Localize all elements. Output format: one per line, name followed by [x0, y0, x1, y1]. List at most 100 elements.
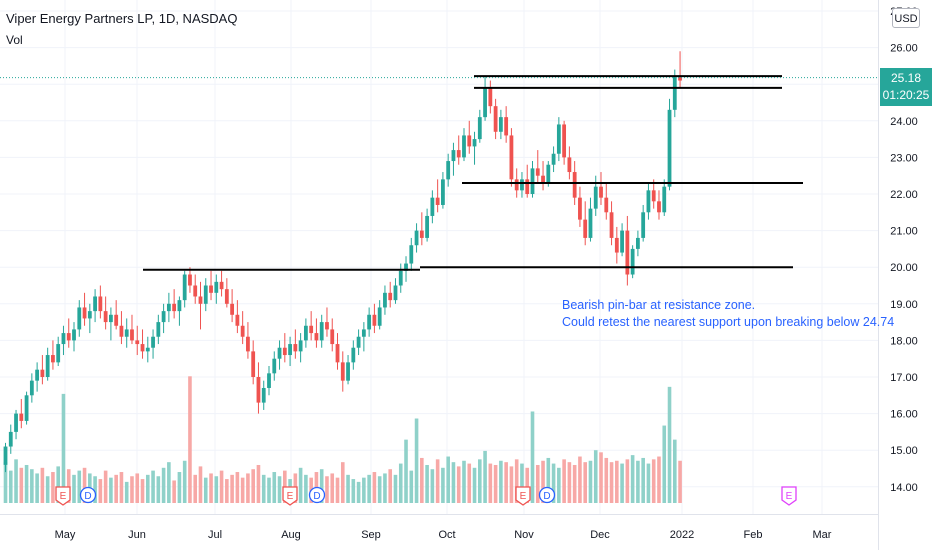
candle-body [288, 344, 292, 356]
candle-body [235, 314, 240, 326]
volume-bar [667, 386, 672, 503]
volume-bar [235, 472, 240, 503]
volume-bar [8, 470, 13, 503]
candle-body [277, 347, 282, 359]
volume-bar [520, 463, 524, 503]
candle-body [414, 230, 419, 246]
candle-body [393, 285, 398, 301]
candle-body [556, 124, 561, 154]
volume-bar [177, 472, 182, 503]
volume-bar [119, 472, 124, 503]
candle-body [3, 446, 8, 465]
volume-bar [51, 472, 55, 503]
event-marker-label: D [313, 491, 320, 502]
dividend-marker[interactable]: D [308, 486, 326, 504]
candle-body [551, 153, 556, 165]
event-marker-label: D [84, 491, 91, 502]
candle-body [535, 168, 540, 176]
volume-bar [493, 464, 498, 503]
candle-body [130, 329, 134, 341]
dividend-marker[interactable]: D [538, 486, 556, 504]
volume-bar [546, 457, 551, 503]
candle-body [361, 329, 366, 337]
symbol-title[interactable]: Viper Energy Partners LP, 1D, NASDAQ [6, 11, 238, 26]
volume-bar [209, 473, 213, 503]
candle-body [156, 322, 161, 337]
volume-bar [272, 472, 277, 503]
candle-body [388, 292, 393, 301]
candle-body [193, 285, 198, 297]
volume-bar [478, 459, 482, 503]
dividend-marker[interactable]: D [79, 486, 97, 504]
volume-bar [625, 459, 630, 503]
y-tick-label: 15.00 [890, 445, 918, 457]
candle-body [29, 380, 34, 396]
volume-bar [641, 457, 645, 503]
candle-body [240, 325, 245, 337]
candle-body [462, 135, 466, 158]
volume-bar [562, 459, 566, 503]
candle-body [593, 186, 598, 209]
x-tick-label: Aug [281, 529, 301, 541]
candle-body [514, 179, 519, 191]
volume-bar [219, 470, 224, 503]
x-tick-label: May [55, 529, 76, 541]
candle-body [261, 387, 266, 403]
volume-bar [145, 474, 150, 503]
event-marker-label: E [287, 491, 294, 502]
candle-body [346, 362, 350, 381]
volume-bar [414, 418, 419, 503]
candle-body [119, 325, 124, 337]
volume-bar [214, 476, 219, 503]
candle-body [40, 369, 45, 377]
volume-bar [267, 477, 271, 503]
dividend-marker-shape [308, 486, 326, 504]
volume-bar [504, 462, 508, 503]
earnings-marker[interactable]: E [781, 486, 797, 506]
trade-annotation[interactable]: Bearish pin-bar at resistance zone. Coul… [562, 297, 894, 330]
volume-bar [35, 473, 39, 503]
candle-body [383, 292, 387, 308]
volume-bar [161, 467, 166, 503]
y-tick-label: 14.00 [890, 482, 918, 494]
volume-bar [483, 450, 487, 503]
candle-body [441, 179, 445, 205]
candle-body [356, 336, 361, 348]
earnings-marker[interactable]: E [282, 486, 298, 506]
candle-body [93, 296, 97, 312]
volume-bar [45, 476, 50, 503]
currency-button[interactable]: USD [892, 8, 920, 28]
candle-body [678, 76, 682, 81]
volume-bar [372, 472, 377, 503]
candle-body [657, 201, 661, 213]
volume-bar [340, 462, 345, 503]
volume-legend[interactable]: Vol [6, 33, 23, 47]
volume-bar [82, 467, 87, 503]
x-tick-label: Nov [514, 529, 534, 541]
volume-bar [103, 470, 108, 503]
candle-body [309, 325, 314, 334]
candle-body [430, 197, 435, 216]
volume-bar [409, 470, 414, 503]
candle-body [509, 135, 514, 180]
volume-bar [499, 460, 503, 503]
volume-bar [277, 476, 282, 503]
volume-bar [188, 376, 192, 503]
volume-bar [19, 467, 24, 503]
volume-bar [620, 463, 624, 503]
candle-body [446, 161, 451, 180]
candle-body [198, 296, 203, 304]
volume-bar [472, 467, 477, 503]
volume-bar [72, 474, 76, 503]
y-tick-label: 18.00 [890, 335, 918, 347]
candle-body [177, 300, 182, 312]
earnings-marker[interactable]: E [55, 486, 71, 506]
countdown-value: 01:20:25 [882, 88, 930, 102]
volume-bar [467, 463, 472, 503]
candle-body [419, 230, 424, 238]
earnings-marker[interactable]: E [515, 486, 531, 506]
candle-body [98, 296, 103, 312]
volume-bar [356, 481, 361, 503]
candle-body [56, 344, 61, 363]
